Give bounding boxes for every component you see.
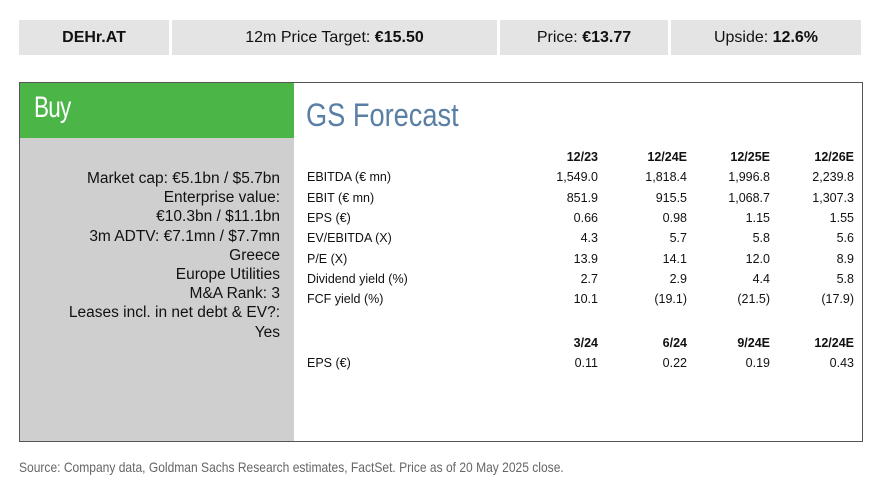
- column-header: 3/24: [573, 336, 598, 351]
- price-label: Price:: [536, 28, 578, 46]
- detail-line: Enterprise value:: [163, 189, 280, 207]
- row-label: EPS (€): [307, 211, 351, 226]
- row-label: EV/EBITDA (X): [307, 231, 392, 246]
- cell-value: 1,818.4: [645, 170, 687, 185]
- cell-value: (21.5): [737, 292, 770, 307]
- cell-value: 5.8: [752, 231, 770, 246]
- detail-line: 3m ADTV: €7.1mn / $7.7mn: [89, 227, 280, 245]
- quarterly-forecast-table: 3/24 6/24 9/24E 12/24E EPS (€) 0.11 0.22…: [307, 333, 854, 374]
- column-header: 9/24E: [737, 336, 770, 351]
- cell-value: (17.9): [821, 292, 854, 307]
- cell-value: 0.11: [574, 356, 598, 371]
- detail-line: Leases incl. in net debt & EV?:: [68, 304, 280, 322]
- cell-value: 12.0: [745, 251, 770, 266]
- row-label: FCF yield (%): [307, 292, 384, 307]
- cell-value: 10.1: [573, 292, 598, 307]
- price-target-label: 12m Price Target:: [245, 28, 371, 46]
- annual-forecast-table: 12/23 12/24E 12/25E 12/26E EBITDA (€ mn)…: [307, 147, 854, 309]
- table-row: FCF yield (%) 10.1 (19.1) (21.5) (17.9): [307, 289, 854, 309]
- column-header: 6/24: [662, 336, 687, 351]
- price-target: 12m Price Target: €15.50: [172, 20, 497, 55]
- table-header-row: 12/23 12/24E 12/25E 12/26E: [307, 147, 854, 167]
- cell-value: 2.7: [580, 271, 598, 286]
- row-label: EBIT (€ mn): [307, 190, 375, 205]
- detail-line: Market cap: €5.1bn / $5.7bn: [86, 170, 280, 187]
- detail-line: Greece: [229, 246, 280, 264]
- table-row: EPS (€) 0.11 0.22 0.19 0.43: [307, 353, 854, 373]
- table-header-row: 3/24 6/24 9/24E 12/24E: [307, 333, 854, 353]
- company-info-panel: Buy Market cap: €5.1bn / $5.7bn Enterpri…: [20, 83, 294, 441]
- column-header: 12/24E: [647, 150, 687, 165]
- table-row: EV/EBITDA (X) 4.3 5.7 5.8 5.6: [307, 228, 854, 248]
- cell-value: 0.19: [745, 356, 770, 371]
- cell-value: (19.1): [654, 292, 687, 307]
- detail-line: Yes: [254, 323, 280, 341]
- row-label: Dividend yield (%): [307, 271, 408, 286]
- table-row: EPS (€) 0.66 0.98 1.15 1.55: [307, 208, 854, 228]
- cell-value: 0.66: [573, 211, 598, 226]
- detail-line: Europe Utilities: [175, 266, 280, 284]
- detail-line: M&A Rank: 3: [189, 285, 280, 303]
- cell-value: 0.43: [829, 356, 854, 371]
- row-label: EPS (€): [307, 356, 351, 371]
- cell-value: 13.9: [573, 251, 598, 266]
- cell-value: 4.4: [752, 271, 770, 286]
- cell-value: 5.8: [836, 271, 854, 286]
- cell-value: 5.7: [669, 231, 687, 246]
- table-row: P/E (X) 13.9 14.1 12.0 8.9: [307, 248, 854, 268]
- forecast-title: GS Forecast: [306, 97, 459, 133]
- cell-value: 4.3: [580, 231, 598, 246]
- company-details: Market cap: €5.1bn / $5.7bn Enterprise v…: [69, 169, 280, 342]
- ticker: DEHr.AT: [19, 20, 169, 55]
- forecast-section: GS Forecast 12/23 12/24E 12/25E 12/26E E…: [294, 83, 862, 441]
- detail-line: €10.3bn / $11.1bn: [156, 208, 280, 226]
- cell-value: 1,996.8: [728, 170, 770, 185]
- rating-banner: Buy: [20, 83, 294, 138]
- cell-value: 2,239.8: [812, 170, 854, 185]
- cell-value: 1.55: [829, 211, 854, 226]
- cell-value: 0.22: [662, 356, 687, 371]
- column-header: 12/25E: [730, 150, 770, 165]
- cell-value: 2.9: [669, 271, 687, 286]
- cell-value: 1,068.7: [728, 190, 770, 205]
- cell-value: 1.15: [745, 211, 770, 226]
- cell-value: 0.98: [662, 211, 687, 226]
- rating-label: Buy: [34, 91, 71, 124]
- row-label: EBITDA (€ mn): [307, 170, 392, 185]
- summary-panel: Buy Market cap: €5.1bn / $5.7bn Enterpri…: [19, 82, 863, 442]
- header-bar: DEHr.AT 12m Price Target: €15.50 Price: …: [19, 20, 864, 55]
- cell-value: 8.9: [836, 251, 854, 266]
- cell-value: 1,549.0: [556, 170, 598, 185]
- cell-value: 14.1: [662, 251, 687, 266]
- cell-value: 5.6: [836, 231, 854, 246]
- source-note: Source: Company data, Goldman Sachs Rese…: [19, 459, 564, 475]
- column-header: 12/24E: [814, 336, 854, 351]
- table-row: EBITDA (€ mn) 1,549.0 1,818.4 1,996.8 2,…: [307, 167, 854, 187]
- column-header: 12/26E: [814, 150, 854, 165]
- current-price: Price: €13.77: [500, 20, 668, 55]
- column-header: 12/23: [566, 150, 598, 165]
- cell-value: 851.9: [566, 190, 598, 205]
- table-row: Dividend yield (%) 2.7 2.9 4.4 5.8: [307, 269, 854, 289]
- cell-value: 1,307.3: [812, 190, 854, 205]
- price-target-value: €15.50: [374, 28, 424, 46]
- row-label: P/E (X): [307, 251, 348, 266]
- cell-value: 915.5: [655, 190, 687, 205]
- price-value: €13.77: [582, 28, 632, 46]
- upside-label: Upside:: [713, 28, 769, 46]
- upside: Upside: 12.6%: [671, 20, 861, 55]
- upside-value: 12.6%: [772, 28, 819, 46]
- table-row: EBIT (€ mn) 851.9 915.5 1,068.7 1,307.3: [307, 188, 854, 208]
